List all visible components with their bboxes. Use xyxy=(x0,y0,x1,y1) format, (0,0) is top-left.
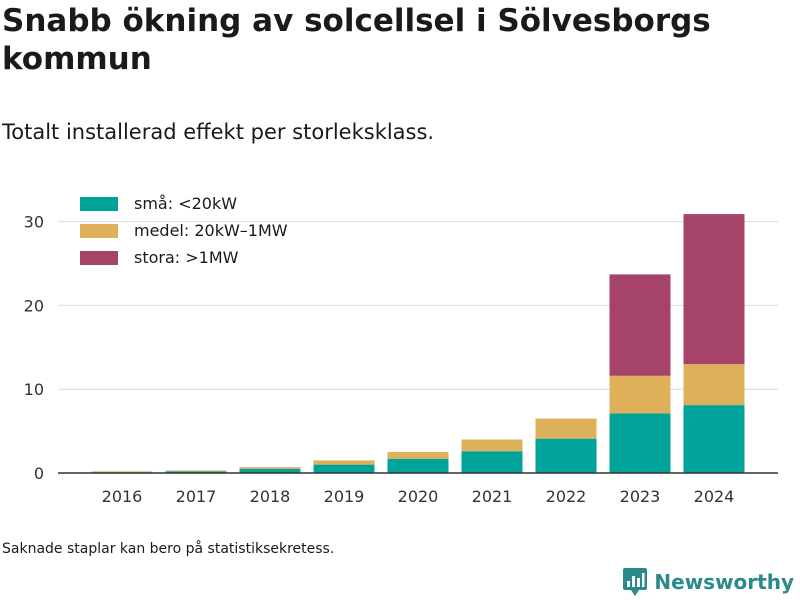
legend-swatch-sma xyxy=(80,196,118,211)
bar-2018-series-1 xyxy=(239,467,301,469)
bar-2023-series-1 xyxy=(609,375,671,414)
bar-2021-series-0 xyxy=(461,451,523,473)
brand-name: Newsworthy xyxy=(654,570,794,594)
x-tick-label-2021: 2021 xyxy=(472,487,513,506)
bar-2022-series-1 xyxy=(535,418,597,439)
y-tick-label-20: 20 xyxy=(24,296,44,315)
bar-2017-series-0 xyxy=(165,471,227,473)
bar-2018-series-0 xyxy=(239,468,301,473)
bar-2020-series-0 xyxy=(387,458,449,473)
bar-2021-series-1 xyxy=(461,439,523,452)
footnote: Saknade staplar kan bero på statistiksek… xyxy=(2,541,335,557)
x-tick-label-2022: 2022 xyxy=(546,487,587,506)
x-tick-label-2017: 2017 xyxy=(176,487,217,506)
x-tick-label-2016: 2016 xyxy=(102,487,143,506)
y-tick-label-30: 30 xyxy=(24,213,44,232)
x-tick-label-2023: 2023 xyxy=(620,487,661,506)
newsworthy-logo-icon xyxy=(623,568,648,596)
legend-swatch-stora xyxy=(80,250,118,265)
bar-2024-series-1 xyxy=(683,364,745,406)
legend-label-sma: små: <20kW xyxy=(134,194,238,213)
bar-2019-series-0 xyxy=(313,464,375,473)
legend-label-stora: stora: >1MW xyxy=(134,248,239,267)
bar-2020-series-1 xyxy=(387,452,449,459)
bar-2024-series-0 xyxy=(683,405,745,473)
chart-subtitle: Totalt installerad effekt per storlekskl… xyxy=(2,120,435,144)
y-tick-label-10: 10 xyxy=(24,380,44,399)
bar-2023-series-2 xyxy=(609,274,671,376)
bar-2019-series-1 xyxy=(313,460,375,465)
legend-swatch-medel xyxy=(80,223,118,238)
x-tick-label-2019: 2019 xyxy=(324,487,365,506)
legend-label-medel: medel: 20kW–1MW xyxy=(134,221,288,240)
bar-2023-series-0 xyxy=(609,413,671,473)
legend-item-sma: små: <20kW xyxy=(80,190,288,217)
x-tick-label-2020: 2020 xyxy=(398,487,439,506)
legend: små: <20kW medel: 20kW–1MW stora: >1MW xyxy=(80,190,288,271)
x-tick-label-2024: 2024 xyxy=(694,487,735,506)
bar-2022-series-0 xyxy=(535,438,597,473)
y-tick-label-0: 0 xyxy=(34,464,44,483)
legend-item-stora: stora: >1MW xyxy=(80,244,288,271)
x-tick-label-2018: 2018 xyxy=(250,487,291,506)
bar-2016-series-1 xyxy=(91,471,153,473)
bar-2024-series-2 xyxy=(683,214,745,365)
bar-2017-series-1 xyxy=(165,470,227,472)
brand-logo[interactable]: Newsworthy xyxy=(622,567,794,597)
chart-title: Snabb ökning av solcellsel i Sölvesborgs… xyxy=(2,3,711,77)
stacked-bar-chart: 0 10 20 30 2016 2017 2018 2019 2020 2021 2022 2023 2… xyxy=(24,213,778,506)
legend-item-medel: medel: 20kW–1MW xyxy=(80,217,288,244)
